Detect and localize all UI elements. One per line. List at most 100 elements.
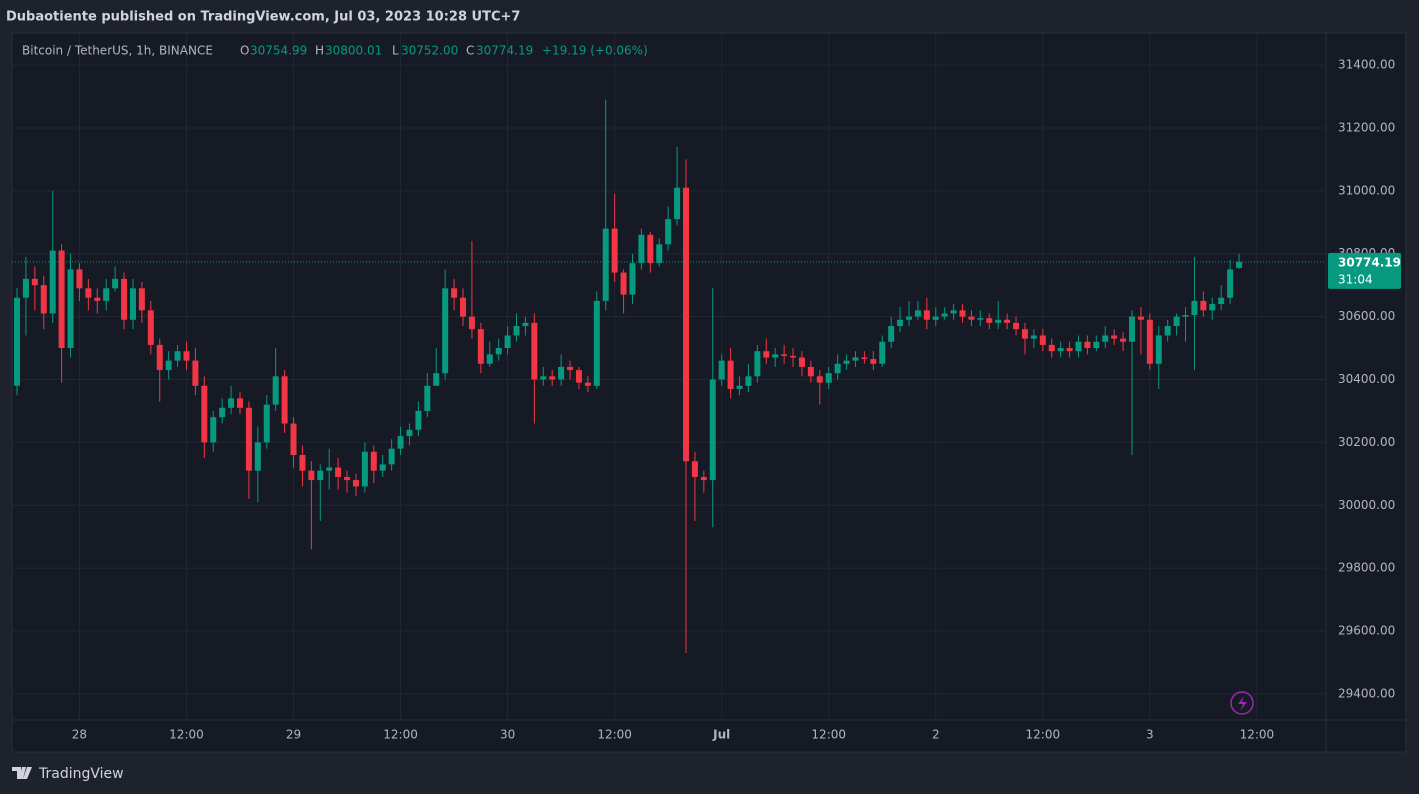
- candle-body: [1191, 300, 1198, 316]
- candle-body: [647, 234, 654, 264]
- last-price-label: 30774.19: [1338, 255, 1401, 269]
- candle-body: [593, 300, 600, 386]
- candle-body: [335, 467, 342, 477]
- alert-icon[interactable]: [1230, 691, 1254, 715]
- candle-body: [745, 376, 752, 386]
- candle-body: [798, 357, 805, 367]
- candle-body: [843, 360, 850, 364]
- candle-body: [540, 376, 547, 380]
- candle-body: [1218, 297, 1225, 305]
- x-tick-label: 29: [286, 728, 301, 742]
- x-tick-label: 12:00: [1026, 728, 1061, 742]
- y-tick-label: 31400.00: [1338, 58, 1395, 72]
- candle-body: [959, 310, 966, 317]
- candle-body: [736, 385, 743, 389]
- candle-body: [834, 363, 841, 374]
- candle-body: [1137, 316, 1144, 320]
- candle-body: [1173, 316, 1180, 327]
- candle-body: [495, 348, 502, 355]
- y-tick-label: 31000.00: [1338, 183, 1395, 197]
- candle-body: [683, 187, 689, 462]
- candle-body: [129, 288, 136, 320]
- candle-body: [1200, 300, 1207, 311]
- candle-body: [522, 322, 529, 327]
- candle-body: [352, 480, 359, 487]
- candle-body: [103, 288, 110, 301]
- y-tick-label: 29600.00: [1338, 624, 1395, 638]
- x-tick-label: 28: [72, 728, 87, 742]
- candle-body: [49, 250, 56, 314]
- last-price-box: [1328, 252, 1401, 289]
- candle-body: [237, 398, 243, 408]
- candle-body: [451, 288, 458, 298]
- candle-body: [968, 316, 975, 320]
- published-line: Dubaotiente published on TradingView.com…: [6, 10, 520, 25]
- candle-body: [513, 326, 520, 336]
- candle-body: [121, 278, 128, 320]
- legend-change: +19.19 (+0.06%): [542, 44, 648, 58]
- candle-body: [549, 376, 556, 380]
- candle-body: [1057, 348, 1064, 352]
- candle-body: [1227, 269, 1234, 298]
- candle-body: [94, 297, 101, 301]
- candle-body: [299, 454, 306, 471]
- candle-body: [1129, 316, 1135, 342]
- candle-body: [727, 360, 734, 389]
- candle-body: [406, 429, 413, 437]
- legend-h: H: [315, 44, 324, 58]
- candle-body: [1236, 261, 1243, 268]
- candle-body: [575, 370, 582, 383]
- x-tick-label: 12:00: [169, 728, 204, 742]
- candle-body: [1111, 335, 1118, 339]
- candle-body: [718, 360, 725, 380]
- candle-body: [415, 410, 422, 430]
- candle-body: [85, 288, 92, 298]
- candle-body: [290, 423, 297, 455]
- candle-body: [254, 442, 261, 471]
- candle-body: [174, 351, 181, 361]
- candle-body: [1093, 341, 1100, 349]
- candle-body: [14, 297, 20, 386]
- candle-body: [31, 278, 38, 286]
- x-tick-label: 12:00: [1240, 728, 1275, 742]
- candle-body: [22, 278, 29, 298]
- candle-body: [638, 234, 645, 264]
- candle-body: [656, 244, 663, 264]
- candle-body: [861, 357, 868, 360]
- candle-body: [1066, 348, 1073, 352]
- candle-body: [1120, 338, 1127, 342]
- symbol: Bitcoin / TetherUS, 1h, BINANCE: [22, 44, 213, 58]
- footer-logo: [12, 767, 32, 779]
- candle-body: [165, 360, 172, 371]
- y-tick-label: 29800.00: [1338, 561, 1395, 575]
- candle-body: [308, 470, 315, 481]
- candle-body: [629, 263, 636, 295]
- x-tick-label: 12:00: [811, 728, 846, 742]
- candle-body: [477, 329, 484, 364]
- candle-body: [147, 310, 154, 345]
- candle-body: [1084, 341, 1091, 349]
- candle-body: [611, 228, 618, 273]
- candle-body: [370, 451, 377, 471]
- countdown: 31:04: [1338, 272, 1373, 286]
- footer-brand: TradingView: [38, 766, 124, 782]
- candle-body: [326, 467, 333, 471]
- candle-body: [1048, 344, 1055, 352]
- candle-body: [245, 407, 252, 471]
- candle-body: [433, 373, 440, 386]
- candle-body: [620, 272, 627, 295]
- x-tick-label: 30: [500, 728, 515, 742]
- candle-body: [807, 366, 814, 377]
- candle-body: [897, 319, 904, 327]
- candle-body: [281, 376, 288, 424]
- candle-body: [870, 359, 877, 364]
- y-tick-label: 30200.00: [1338, 435, 1395, 449]
- candle-body: [602, 228, 609, 301]
- y-tick-label: 31200.00: [1338, 120, 1395, 134]
- candle-body: [379, 464, 386, 471]
- candle-body: [210, 417, 217, 443]
- legend-high: 30800.01: [325, 44, 382, 58]
- candle-body: [138, 288, 145, 311]
- y-tick-label: 30000.00: [1338, 498, 1395, 512]
